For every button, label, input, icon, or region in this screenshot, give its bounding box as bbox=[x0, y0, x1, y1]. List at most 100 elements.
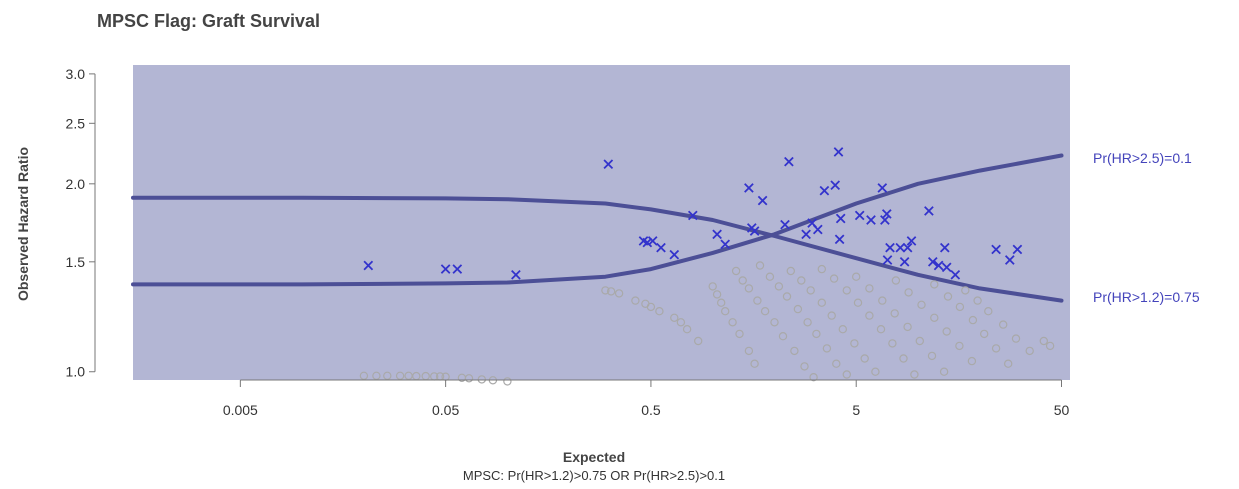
x-tick-label: 0.005 bbox=[223, 402, 258, 418]
point-not-flagged bbox=[601, 286, 610, 295]
y-tick-label: 2.0 bbox=[66, 176, 86, 192]
point-not-flagged bbox=[790, 346, 799, 356]
point-not-flagged bbox=[717, 298, 726, 307]
point-flagged bbox=[834, 234, 845, 245]
point-flagged bbox=[363, 260, 374, 271]
point-not-flagged bbox=[930, 313, 939, 322]
point-flagged bbox=[866, 215, 876, 225]
point-not-flagged bbox=[842, 370, 852, 379]
point-flagged bbox=[440, 264, 451, 274]
point-not-flagged bbox=[735, 329, 744, 339]
point-not-flagged bbox=[760, 307, 770, 316]
curve-label-pr-hr-2-5: Pr(HR>2.5)=0.1 bbox=[1093, 150, 1192, 166]
point-not-flagged bbox=[890, 309, 899, 318]
point-not-flagged bbox=[991, 344, 1001, 353]
point-flagged bbox=[452, 264, 463, 274]
point-flagged bbox=[642, 237, 653, 248]
point-not-flagged bbox=[899, 354, 908, 363]
point-not-flagged bbox=[646, 302, 656, 312]
point-not-flagged bbox=[1011, 334, 1021, 343]
y-axis-title: Observed Hazard Ratio bbox=[15, 147, 31, 301]
point-not-flagged bbox=[708, 282, 717, 291]
x-axis-title: Expected bbox=[563, 449, 625, 465]
point-not-flagged bbox=[878, 296, 887, 305]
point-not-flagged bbox=[888, 339, 897, 348]
point-flagged bbox=[899, 256, 910, 267]
point-not-flagged bbox=[778, 332, 788, 341]
point-not-flagged bbox=[614, 289, 624, 298]
point-not-flagged bbox=[817, 298, 827, 307]
point-not-flagged bbox=[744, 284, 754, 293]
point-not-flagged bbox=[803, 318, 812, 327]
point-not-flagged bbox=[968, 315, 978, 325]
point-flagged bbox=[1012, 244, 1023, 255]
point-not-flagged bbox=[817, 264, 827, 274]
point-not-flagged bbox=[903, 322, 912, 332]
point-not-flagged bbox=[770, 318, 779, 327]
point-flagged bbox=[835, 213, 846, 224]
point-not-flagged bbox=[755, 261, 765, 270]
chart-title: MPSC Flag: Graft Survival bbox=[97, 11, 320, 31]
point-not-flagged bbox=[943, 292, 953, 301]
point-not-flagged bbox=[744, 346, 754, 356]
point-not-flagged bbox=[793, 304, 803, 314]
threshold-curves bbox=[131, 153, 1064, 303]
point-not-flagged bbox=[852, 272, 861, 281]
curve-label-pr-hr-1-2: Pr(HR>1.2)=0.75 bbox=[1093, 289, 1200, 305]
point-not-flagged bbox=[812, 329, 821, 339]
point-not-flagged bbox=[829, 274, 839, 283]
point-flagged bbox=[712, 229, 722, 240]
point-not-flagged bbox=[967, 356, 977, 366]
point-flagged bbox=[687, 210, 698, 221]
chart-subtitle: MPSC: Pr(HR>1.2)>0.75 OR Pr(HR>2.5)>0.1 bbox=[463, 468, 725, 483]
point-not-flagged bbox=[955, 302, 965, 312]
point-flagged bbox=[939, 242, 950, 253]
point-not-flagged bbox=[786, 266, 796, 276]
y-tick-label: 2.5 bbox=[66, 115, 86, 131]
point-not-flagged bbox=[865, 311, 874, 320]
point-flagged bbox=[744, 183, 754, 193]
point-not-flagged bbox=[782, 292, 792, 301]
point-not-flagged bbox=[1045, 341, 1055, 351]
point-flagged bbox=[720, 239, 731, 250]
point-not-flagged bbox=[1004, 359, 1013, 368]
point-not-flagged bbox=[973, 296, 982, 305]
point-flagged bbox=[880, 215, 890, 225]
point-flagged bbox=[895, 242, 906, 253]
threshold-curve-1 bbox=[131, 153, 1064, 287]
point-flagged bbox=[511, 269, 521, 280]
point-not-flagged bbox=[464, 374, 474, 383]
point-flagged bbox=[830, 180, 841, 191]
point-not-flagged bbox=[930, 280, 939, 289]
point-flagged bbox=[924, 206, 934, 216]
point-not-flagged bbox=[1039, 336, 1049, 346]
point-not-flagged bbox=[822, 344, 832, 353]
point-not-flagged bbox=[731, 266, 741, 276]
point-not-flagged bbox=[655, 307, 664, 316]
point-not-flagged bbox=[827, 311, 836, 320]
point-not-flagged bbox=[871, 367, 880, 376]
point-flagged bbox=[950, 269, 961, 280]
point-not-flagged bbox=[999, 320, 1008, 329]
point-not-flagged bbox=[1025, 346, 1034, 356]
point-not-flagged bbox=[838, 325, 848, 334]
point-not-flagged bbox=[853, 298, 863, 307]
point-not-flagged bbox=[809, 373, 818, 382]
point-not-flagged bbox=[477, 375, 486, 384]
point-flagged bbox=[757, 195, 768, 206]
point-flagged bbox=[881, 209, 892, 219]
point-not-flagged bbox=[800, 362, 809, 371]
point-flagged bbox=[877, 183, 888, 193]
point-flagged bbox=[647, 236, 658, 246]
point-not-flagged bbox=[904, 288, 913, 297]
point-not-flagged bbox=[503, 377, 512, 386]
point-not-flagged bbox=[359, 371, 369, 380]
point-not-flagged bbox=[676, 318, 686, 327]
point-not-flagged bbox=[910, 370, 919, 379]
x-tick-label: 0.5 bbox=[641, 402, 661, 418]
point-not-flagged bbox=[774, 282, 784, 291]
point-not-flagged bbox=[797, 276, 806, 285]
y-tick-label: 3.0 bbox=[66, 66, 86, 82]
x-tick-label: 5 bbox=[852, 402, 860, 418]
point-not-flagged bbox=[980, 329, 989, 339]
